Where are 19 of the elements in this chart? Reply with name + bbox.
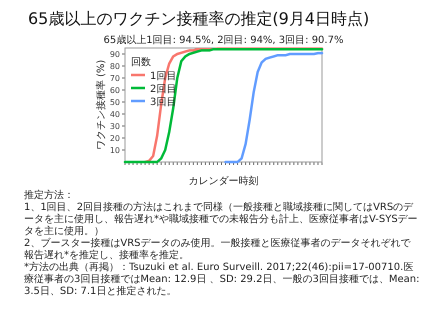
chart-title: 65歳以上のワクチン接種率の推定(9月4日時点) (28, 9, 370, 28)
text: 推定方法： (24, 190, 75, 202)
y-tick-label: 50 (110, 98, 120, 107)
y-tick-label: 40 (110, 110, 120, 119)
y-tick-label: 90 (110, 50, 120, 59)
y-tick-label: 10 (110, 146, 120, 155)
x-axis-title: カレンダー時刻 (188, 175, 258, 187)
y-tick-label: 70 (110, 74, 120, 83)
y-tick-label: 20 (110, 134, 120, 143)
legend-title: 回数 (131, 57, 151, 68)
text: 2、ブースター接種はVRSデータのみ使用。一般接種と医療従事者のデータそれぞれで報告遅れ*を推定し、接種率を推定。 (24, 238, 412, 262)
y-axis-title: ワクチン接種率 (%) (95, 60, 107, 150)
y-tick-label: 60 (110, 86, 120, 95)
text: 1、1回目、2回目接種の方法はこれまで同様（一般接種と職域接種に関してはVRSのデータを主に使用し、報告遅れ*や職域接種での未報告分も計上、医療従事者はV-SYSデータを主に使用。） (24, 202, 419, 238)
chart-subtitle: 65歳以上1回目: 94.5%, 2回目: 94%, 3回目: 90.7% (104, 34, 344, 46)
y-tick-label: 80 (110, 62, 120, 71)
text: *方法の出典（再掲）：Tsuzuki et al. Euro Surveill. 2017;22(46):pii=17-00710.医療従事者の3回目接種ではMean: 12.9日 、SD: 29.2日、一般の3回目接種では、Mean: 3.5日、SD: 7.1日と推定された。 (24, 262, 420, 298)
y-tick-label: 30 (110, 122, 120, 131)
line-series (224, 52, 324, 164)
